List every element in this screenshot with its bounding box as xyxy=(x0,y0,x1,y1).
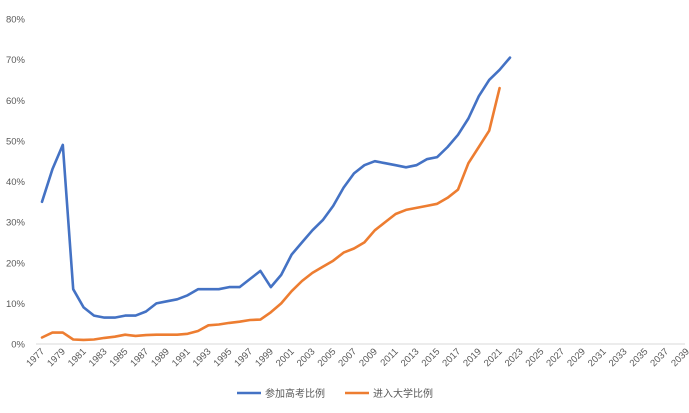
x-tick-label: 1999 xyxy=(253,346,276,369)
x-tick-label: 2021 xyxy=(482,346,505,369)
series-line-0 xyxy=(40,56,512,319)
x-tick-label: 1977 xyxy=(24,346,47,369)
y-tick-label: 80% xyxy=(6,15,26,26)
x-tick-label: 2027 xyxy=(544,346,567,369)
x-tick-label: 2001 xyxy=(274,346,297,369)
x-tick-label: 1989 xyxy=(149,346,172,369)
x-tick-label: 2003 xyxy=(295,346,318,369)
x-tick-label: 2009 xyxy=(357,346,380,369)
x-tick-label: 1987 xyxy=(128,346,151,369)
y-tick-label: 60% xyxy=(6,96,26,107)
x-tick-label: 2017 xyxy=(440,346,463,369)
legend: 参加高考比例 进入大学比例 xyxy=(237,387,433,400)
x-tick-label: 1979 xyxy=(45,346,68,369)
y-tick-label: 40% xyxy=(6,177,26,188)
x-tick-label: 2035 xyxy=(628,346,651,369)
y-tick-label: 0% xyxy=(11,340,25,351)
x-tick-label: 1981 xyxy=(66,346,89,369)
y-tick-label: 30% xyxy=(6,218,26,229)
x-tick-label: 2025 xyxy=(524,346,547,369)
y-tick-label: 70% xyxy=(6,55,26,66)
y-tick-label: 10% xyxy=(6,299,26,310)
x-tick-label: 2037 xyxy=(648,346,671,369)
x-tick-label: 2015 xyxy=(420,346,443,369)
y-tick-label: 20% xyxy=(6,258,26,269)
x-tick-label: 1997 xyxy=(232,346,255,369)
x-tick-label: 2011 xyxy=(378,346,400,368)
series-line-1 xyxy=(40,86,501,342)
x-tick-label: 2031 xyxy=(586,346,609,369)
plot-area xyxy=(40,56,512,342)
x-tick-label: 2013 xyxy=(399,346,422,369)
legend-label: 参加高考比例 xyxy=(265,387,325,400)
legend-label: 进入大学比例 xyxy=(373,387,433,400)
y-axis: 0% 10% 20% 30% 40% 50% 60% 70% 80% xyxy=(6,15,26,351)
x-tick-label: 2033 xyxy=(607,346,630,369)
x-tick-label: 2019 xyxy=(461,346,484,369)
x-tick-label: 2007 xyxy=(336,346,359,369)
x-tick-label: 1995 xyxy=(212,346,235,369)
x-tick-label: 1983 xyxy=(87,346,110,369)
x-tick-label: 1991 xyxy=(170,346,193,369)
x-tick-label: 2023 xyxy=(503,346,526,369)
y-tick-label: 50% xyxy=(6,136,26,147)
x-tick-label: 2029 xyxy=(565,346,588,369)
x-tick-label: 2005 xyxy=(316,346,339,369)
x-axis: 1977197919811983198519871989199119931995… xyxy=(24,346,689,369)
x-tick-label: 1993 xyxy=(191,346,214,369)
x-tick-label: 1985 xyxy=(108,346,131,369)
x-tick-label: 2039 xyxy=(669,346,689,369)
